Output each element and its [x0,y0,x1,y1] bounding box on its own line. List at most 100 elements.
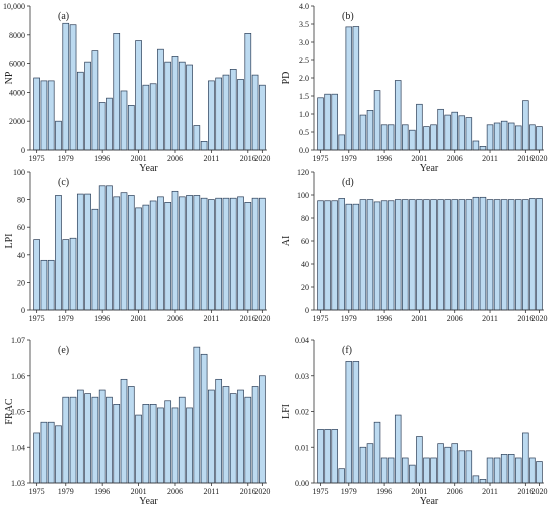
bar [171,407,179,484]
x-axis-label: Year [139,163,158,174]
y-tick-label: 40 [301,260,309,269]
bar [451,443,458,484]
bar [522,100,529,151]
bar [142,404,150,484]
bar [69,237,77,311]
bar [40,421,48,484]
y-tick-label: 0.5 [299,128,309,137]
bar [409,464,416,484]
bar [135,207,142,311]
bar [62,22,70,151]
bar [157,196,164,311]
bar [380,457,388,484]
bar [55,195,62,311]
bar [157,48,164,151]
bar [200,197,208,311]
bar [178,196,186,311]
bar [113,404,121,484]
bar [515,457,522,484]
bar [171,190,179,311]
bar [127,195,135,311]
bar [244,202,252,311]
x-tick-label: 2006 [447,487,463,496]
bar [394,80,402,151]
y-tick-label: 4.0 [299,2,309,11]
bar [186,64,193,151]
y-tick-label: 0.03 [295,372,309,381]
bar [493,199,501,311]
bar [387,457,395,484]
bar [47,80,55,151]
x-tick-label: 1979 [58,154,74,163]
bar [507,122,515,151]
bar [164,202,172,311]
bar [135,40,142,151]
bar [76,193,84,311]
bar [84,193,91,311]
bar [352,361,360,484]
bar [444,199,451,311]
bar [164,400,172,484]
y-axis-label: AI [281,236,292,247]
y-tick-label: 100 [13,168,25,177]
x-tick-label: 2006 [167,314,183,323]
bar [62,239,70,311]
y-axis-label: PD [281,72,292,85]
bar [324,429,331,484]
y-tick-label: 4000 [9,88,25,97]
bar [200,353,208,484]
y-tick-label: 0 [305,306,309,315]
x-tick-label: 2020 [531,154,547,163]
y-tick-label: 1.03 [11,479,25,488]
bar [76,389,84,484]
bar [515,125,522,151]
bar [259,84,266,151]
bar [186,407,193,484]
y-tick-label: 20 [301,283,309,292]
bar [394,199,402,311]
y-tick-label: 0.04 [295,336,309,345]
y-tick-label: 0.0 [299,146,309,155]
y-tick-label: 1.5 [299,92,309,101]
bar [69,396,77,484]
bar [465,117,473,151]
bar [324,93,331,151]
bar [458,115,466,151]
x-tick-label: 2001 [411,314,427,323]
bar [106,185,113,311]
y-tick-label: 80 [301,214,309,223]
y-tick-label: 100 [297,191,309,200]
x-axis-label: Year [420,163,439,174]
bar [200,141,208,151]
bar [338,134,345,151]
y-tick-label: 80 [17,196,25,205]
bar [127,386,135,484]
bar [430,457,437,484]
bar [345,361,353,484]
y-tick-label: 60 [301,237,309,246]
x-axis-label: Year [139,496,158,507]
x-tick-label: 2011 [482,154,498,163]
bar [373,421,381,484]
bar [178,396,186,484]
bar [222,197,230,311]
bar [416,436,423,484]
x-tick-label: 1979 [341,314,357,323]
bar [536,126,543,151]
bar [259,197,266,311]
bar [423,199,430,311]
x-tick-label: 2001 [411,154,427,163]
panel-label: (f) [342,345,352,356]
bar [40,80,48,151]
bar [331,429,338,484]
x-tick-label: 2020 [531,487,547,496]
panel-label: (e) [58,345,69,356]
panel-label: (a) [58,11,69,22]
bar [120,378,128,484]
bar [215,378,223,484]
y-tick-label: 0.02 [295,408,309,417]
bar [402,199,409,311]
x-tick-label: 2020 [531,314,547,323]
bar [47,421,55,484]
bar [164,61,172,151]
